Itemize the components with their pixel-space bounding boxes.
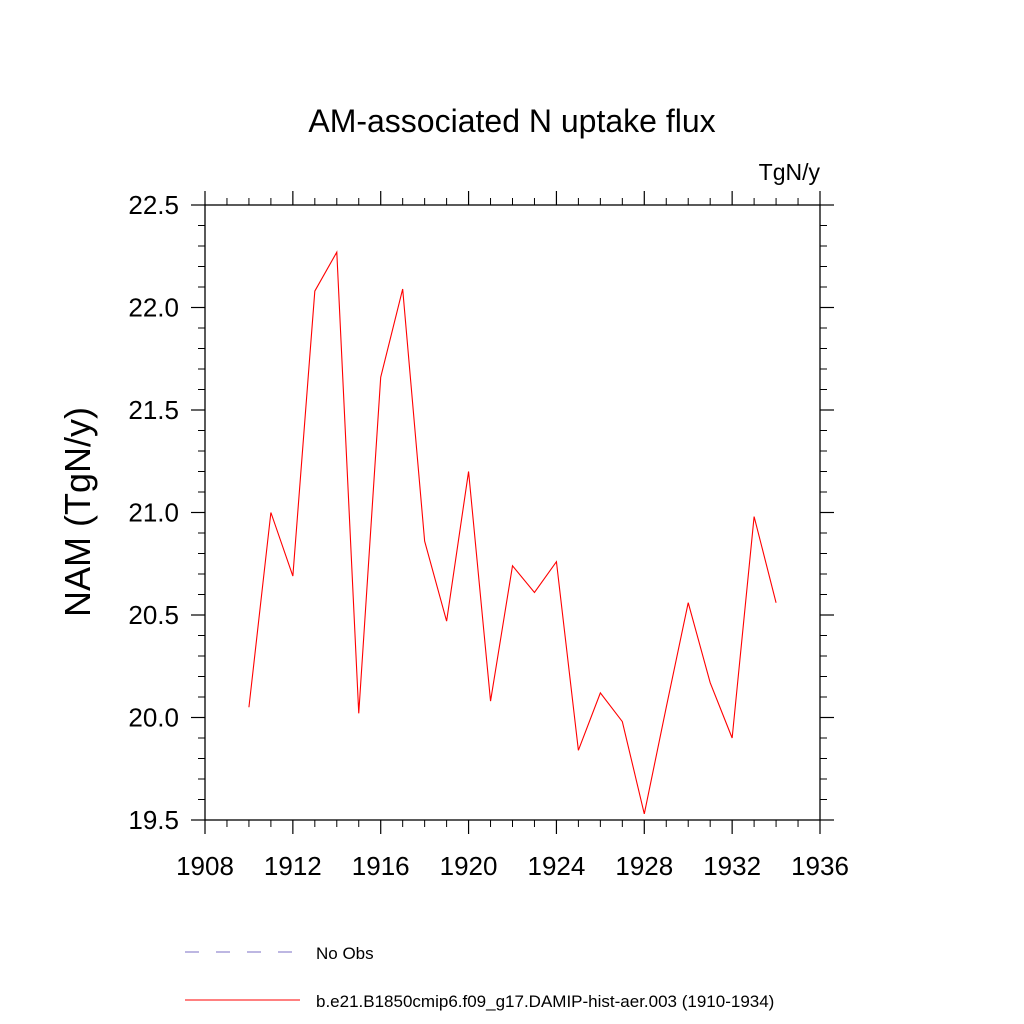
y-tick-label: 22.5	[128, 190, 179, 220]
x-tick-label: 1912	[264, 851, 322, 881]
x-tick-label: 1932	[703, 851, 761, 881]
x-tick-label: 1928	[615, 851, 673, 881]
x-tick-label: 1916	[352, 851, 410, 881]
x-tick-label: 1908	[176, 851, 234, 881]
units-label: TgN/y	[759, 159, 821, 185]
y-tick-label: 21.0	[128, 498, 179, 528]
y-axis-label: NAM (TgN/y)	[57, 407, 98, 617]
plot-area: 1908 1912 1916 1920 1924 1928 1932 1936 19.5 20.0…	[128, 190, 849, 881]
chart-title: AM-associated N uptake flux	[308, 103, 715, 139]
y-tick-label: 20.0	[128, 703, 179, 733]
legend: No Obs b.e21.B1850cmip6.f09_g17.DAMIP-his…	[185, 944, 774, 1011]
x-tick-label: 1936	[791, 851, 849, 881]
y-tick-label: 20.5	[128, 600, 179, 630]
y-tick-label: 19.5	[128, 805, 179, 835]
series-line	[248, 250, 777, 814]
legend-label: No Obs	[316, 944, 374, 963]
y-tick-label: 21.5	[128, 395, 179, 425]
x-tick-label: 1924	[528, 851, 586, 881]
legend-label: b.e21.B1850cmip6.f09_g17.DAMIP-hist-aer.…	[316, 992, 774, 1011]
x-tick-label: 1920	[440, 851, 498, 881]
y-tick-label: 22.0	[128, 293, 179, 323]
